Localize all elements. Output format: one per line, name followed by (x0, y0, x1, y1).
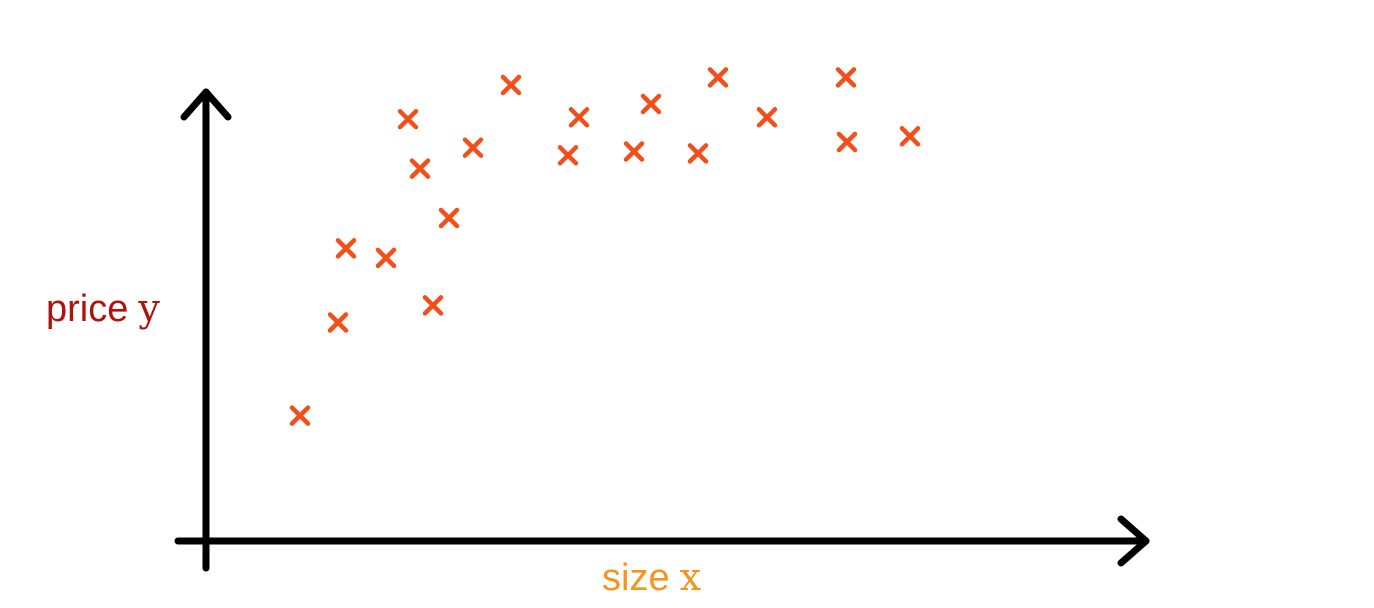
data-point-marker (327, 312, 349, 333)
data-point-marker (438, 207, 460, 229)
data-point-marker (375, 247, 397, 269)
data-point-marker (835, 67, 857, 88)
x-axis-label-variable: x (679, 555, 702, 599)
data-point-marker (289, 405, 311, 426)
y-axis-label: price y (46, 286, 160, 331)
data-point-marker (462, 137, 484, 158)
data-points (289, 67, 921, 426)
data-point-marker (640, 93, 662, 115)
data-point-marker (568, 107, 590, 128)
data-point-marker (836, 131, 858, 153)
y-axis-arrow (180, 88, 232, 121)
data-point-marker (335, 238, 357, 259)
data-point-marker (557, 145, 579, 166)
data-point-marker (899, 126, 921, 147)
data-point-marker (409, 158, 431, 179)
data-point-marker (756, 107, 778, 128)
data-point-marker (707, 67, 729, 88)
y-axis-label-word: price (46, 288, 129, 330)
data-point-marker (623, 141, 645, 162)
data-point-marker (397, 108, 419, 130)
x-axis-label-word: size (602, 557, 670, 599)
data-point-marker (422, 295, 444, 316)
data-point-marker (687, 143, 709, 164)
data-point-marker (500, 74, 522, 96)
x-axis-arrow (1117, 515, 1150, 567)
y-axis-label-variable: y (138, 286, 160, 330)
x-axis-label: size x (602, 555, 701, 600)
